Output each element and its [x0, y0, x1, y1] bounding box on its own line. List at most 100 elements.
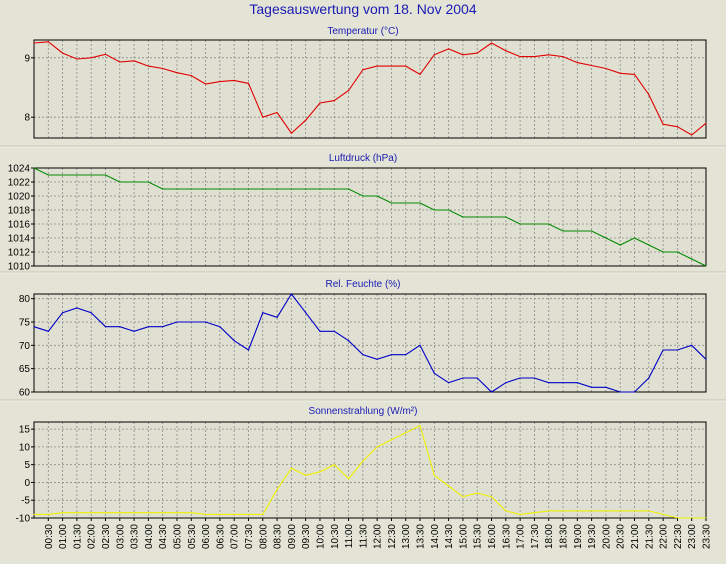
- data-point: [433, 54, 435, 56]
- x-tick-label: 15:30: [473, 524, 484, 549]
- data-point: [162, 67, 164, 70]
- data-point: [505, 382, 507, 384]
- y-tick-label: 15: [19, 425, 31, 436]
- data-point: [47, 330, 49, 332]
- data-point: [462, 216, 464, 218]
- data-point: [648, 510, 650, 512]
- data-point: [290, 132, 292, 134]
- data-point: [47, 174, 49, 176]
- data-point: [405, 65, 407, 67]
- data-point: [190, 75, 192, 77]
- x-tick-label: 03:00: [115, 524, 126, 549]
- data-point: [662, 349, 664, 351]
- data-point: [633, 73, 636, 76]
- y-tick-label: 1022: [8, 178, 31, 189]
- data-point: [591, 386, 593, 388]
- data-point: [419, 424, 421, 427]
- data-point: [176, 188, 178, 190]
- x-tick-label: 18:00: [544, 524, 555, 549]
- data-point: [362, 69, 364, 71]
- data-point: [662, 251, 664, 253]
- data-point: [162, 512, 164, 514]
- series-line-2: [33, 167, 707, 267]
- data-point: [390, 65, 393, 67]
- x-tick-label: 08:30: [273, 524, 284, 549]
- data-point: [633, 510, 636, 512]
- data-point: [119, 61, 121, 63]
- data-point: [190, 188, 192, 190]
- data-point: [476, 492, 478, 494]
- data-point: [591, 510, 593, 512]
- data-point: [276, 188, 278, 190]
- data-point: [290, 467, 292, 469]
- data-point: [176, 321, 178, 323]
- data-point: [419, 344, 421, 346]
- chart-title: Luftdruck (hPa): [329, 153, 397, 164]
- y-tick-label: 1014: [8, 234, 31, 245]
- x-tick-label: 23:30: [702, 524, 713, 549]
- data-point: [247, 349, 250, 351]
- data-point: [119, 181, 121, 183]
- data-point: [133, 60, 135, 62]
- data-point: [333, 99, 335, 102]
- data-point: [104, 512, 107, 514]
- data-point: [104, 53, 107, 55]
- data-point: [619, 244, 621, 246]
- x-tick-label: 04:00: [144, 524, 155, 549]
- data-point: [448, 485, 450, 487]
- data-point: [33, 167, 35, 169]
- x-tick-label: 02:00: [87, 524, 98, 549]
- data-point: [519, 223, 521, 225]
- data-point: [347, 89, 350, 92]
- series-line-1: [33, 41, 707, 136]
- data-point: [305, 474, 307, 476]
- data-point: [533, 377, 536, 379]
- y-tick-label: -5: [21, 496, 30, 507]
- data-point: [219, 188, 221, 190]
- data-point: [104, 326, 107, 328]
- data-point: [691, 134, 693, 136]
- data-point: [204, 513, 207, 516]
- data-point: [119, 512, 121, 514]
- data-point: [90, 312, 92, 314]
- data-point: [390, 439, 393, 441]
- x-tick-label: 17:30: [530, 524, 541, 549]
- y-tick-label: 75: [19, 318, 31, 329]
- data-point: [605, 67, 607, 70]
- x-tick-label: 16:30: [501, 524, 512, 549]
- data-point: [119, 326, 121, 328]
- chart-title: Sonnenstrahlung (W/m²): [309, 406, 418, 417]
- data-point: [319, 330, 321, 332]
- data-point: [290, 293, 292, 295]
- x-tick-label: 00:30: [44, 524, 55, 549]
- data-point: [61, 312, 64, 314]
- data-point: [605, 386, 607, 388]
- x-tick-label: 09:00: [287, 524, 298, 549]
- x-tick-label: 06:00: [201, 524, 212, 549]
- x-tick-label: 05:30: [187, 524, 198, 549]
- chart-title: Rel. Feuchte (%): [325, 279, 400, 290]
- data-point: [347, 340, 350, 342]
- data-point: [33, 513, 35, 516]
- data-point: [490, 42, 493, 44]
- data-point: [76, 58, 78, 60]
- data-point: [405, 202, 407, 204]
- data-point: [347, 478, 350, 480]
- data-point: [133, 181, 135, 183]
- chart-panel-3: Rel. Feuchte (%) 60 65 70 75 80: [0, 279, 726, 402]
- x-tick-label: 11:30: [358, 524, 369, 549]
- data-point: [376, 195, 378, 197]
- data-point: [90, 174, 92, 176]
- chart-title: Temperatur (°C): [327, 26, 398, 37]
- data-point: [505, 50, 507, 52]
- data-point: [462, 496, 464, 498]
- data-point: [562, 56, 564, 58]
- data-point: [276, 111, 278, 114]
- y-tick-label: 0: [24, 478, 30, 489]
- data-point: [305, 312, 307, 314]
- data-point: [676, 251, 679, 253]
- data-point: [433, 372, 435, 374]
- data-point: [319, 471, 321, 473]
- x-tick-label: 16:00: [487, 524, 498, 549]
- x-tick-label: 10:00: [315, 524, 326, 549]
